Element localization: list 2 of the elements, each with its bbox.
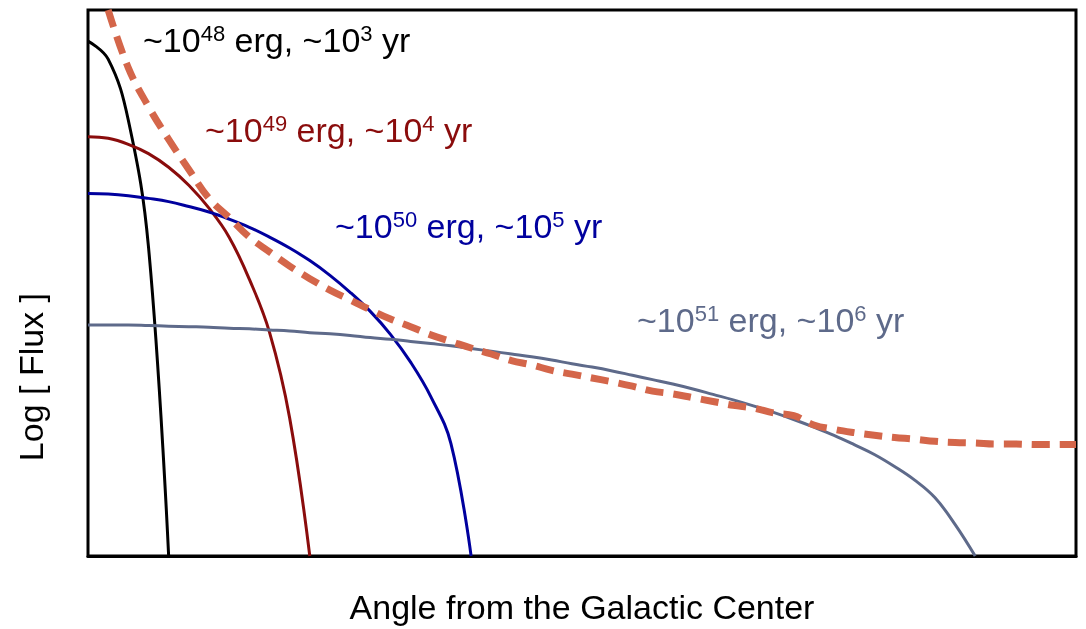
x-axis-title: Angle from the Galactic Center <box>349 588 815 626</box>
y-axis-title: Log [ Flux ] <box>12 292 50 462</box>
